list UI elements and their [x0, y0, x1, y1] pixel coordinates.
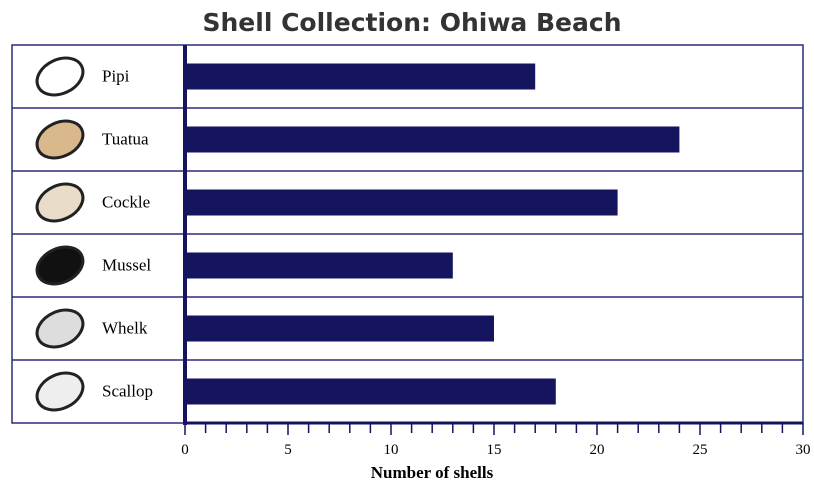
- bar: [185, 189, 618, 216]
- bar: [185, 315, 494, 342]
- shell-icon: [35, 119, 85, 160]
- x-tick-label: 15: [487, 442, 502, 458]
- bar: [185, 126, 680, 153]
- y-tick-label: Scallop: [102, 382, 153, 401]
- bar: [185, 378, 556, 405]
- x-tick-label: 0: [181, 442, 189, 458]
- x-axis-label: Number of shells: [371, 463, 494, 482]
- shell-icon: [35, 308, 85, 349]
- x-tick-label: 10: [384, 442, 399, 458]
- y-tick-label: Pipi: [102, 67, 130, 86]
- shell-icon: [35, 56, 85, 97]
- shell-icon: [35, 371, 85, 412]
- y-tick-label: Whelk: [102, 319, 148, 338]
- y-tick-label: Tuatua: [102, 130, 149, 149]
- shell-icon: [35, 182, 85, 223]
- y-tick-label: Mussel: [102, 256, 151, 275]
- shell-icon: [35, 245, 85, 286]
- x-tick-label: 25: [693, 442, 708, 458]
- bar: [185, 252, 453, 279]
- x-tick-label: 20: [590, 442, 605, 458]
- chart-title: Shell Collection: Ohiwa Beach: [202, 8, 621, 37]
- x-tick-label: 30: [796, 442, 811, 458]
- y-tick-label: Cockle: [102, 193, 150, 212]
- x-tick-label: 5: [284, 442, 292, 458]
- bar: [185, 63, 536, 90]
